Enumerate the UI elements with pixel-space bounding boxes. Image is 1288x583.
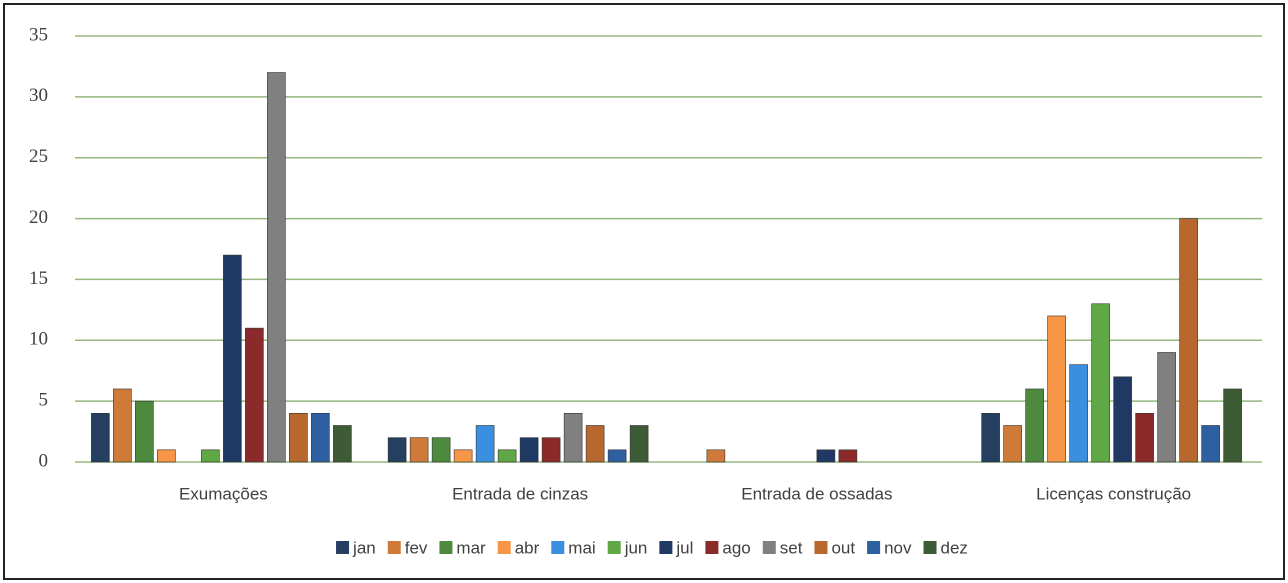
legend-swatch <box>607 541 621 554</box>
bar <box>311 413 330 463</box>
y-tick-label: 15 <box>29 268 48 289</box>
legend-label: jan <box>352 538 376 557</box>
legend-label: mai <box>568 538 595 557</box>
x-tick-label: Entrada de ossadas <box>741 484 892 503</box>
legend-label: mar <box>456 538 486 557</box>
legend-swatch <box>705 541 719 554</box>
bar <box>629 425 649 463</box>
y-tick-label: 25 <box>29 146 48 167</box>
bar <box>1003 425 1022 463</box>
legend-swatch <box>814 541 828 554</box>
bar <box>981 413 1000 463</box>
bar <box>453 449 473 463</box>
bar <box>1201 425 1220 463</box>
bar <box>113 388 132 463</box>
legend-label: out <box>831 538 855 557</box>
x-tick-label: Entrada de cinzas <box>452 484 588 503</box>
legend-label: jul <box>675 538 693 557</box>
bar <box>135 400 154 463</box>
bar <box>1025 388 1044 463</box>
bar <box>497 449 517 463</box>
bar <box>1179 218 1198 463</box>
x-tick-label: Exumações <box>179 484 268 503</box>
legend-swatch <box>387 541 401 554</box>
legend-swatch <box>762 541 776 554</box>
bar <box>1157 352 1176 463</box>
legend-label: jun <box>624 538 648 557</box>
x-tick-label: Licenças construção <box>1036 484 1191 503</box>
bar <box>1047 315 1066 463</box>
bar <box>838 449 858 463</box>
bar <box>1069 364 1088 463</box>
y-tick-label: 0 <box>39 450 49 471</box>
legend-swatch <box>659 541 673 554</box>
legend-label: set <box>780 538 803 557</box>
bar <box>289 413 308 463</box>
legend-swatch <box>923 541 937 554</box>
bar <box>387 437 407 463</box>
bar <box>431 437 451 463</box>
bar <box>607 449 627 463</box>
bar <box>706 449 726 463</box>
legend-label: abr <box>515 538 540 557</box>
legend-swatch <box>336 541 350 554</box>
legend-label: nov <box>884 538 912 557</box>
legend-swatch <box>867 541 881 554</box>
bar <box>816 449 836 463</box>
y-tick-label: 30 <box>29 85 48 106</box>
y-tick-label: 10 <box>29 329 48 350</box>
y-tick-label: 20 <box>29 207 48 228</box>
bar <box>409 437 429 463</box>
bar <box>223 254 242 463</box>
bar <box>333 425 352 463</box>
bar <box>519 437 539 463</box>
bar <box>563 413 583 463</box>
bar <box>267 72 286 463</box>
legend-label: fev <box>405 538 428 557</box>
bar <box>585 425 605 463</box>
legend-swatch <box>551 541 565 554</box>
bar <box>245 327 264 463</box>
legend-swatch <box>439 541 453 554</box>
bar <box>475 425 495 463</box>
y-tick-label: 5 <box>39 390 49 411</box>
bar <box>91 413 110 463</box>
bar <box>1091 303 1110 463</box>
y-tick-label: 35 <box>29 24 48 45</box>
chart-border <box>3 3 1285 580</box>
bar <box>1135 413 1154 463</box>
legend-label: dez <box>941 538 968 557</box>
legend-label: ago <box>722 538 750 557</box>
bar <box>541 437 561 463</box>
bar <box>157 449 176 463</box>
bar <box>1223 388 1242 463</box>
bar <box>1113 376 1132 463</box>
legend-swatch <box>497 541 511 554</box>
bar <box>201 449 220 463</box>
